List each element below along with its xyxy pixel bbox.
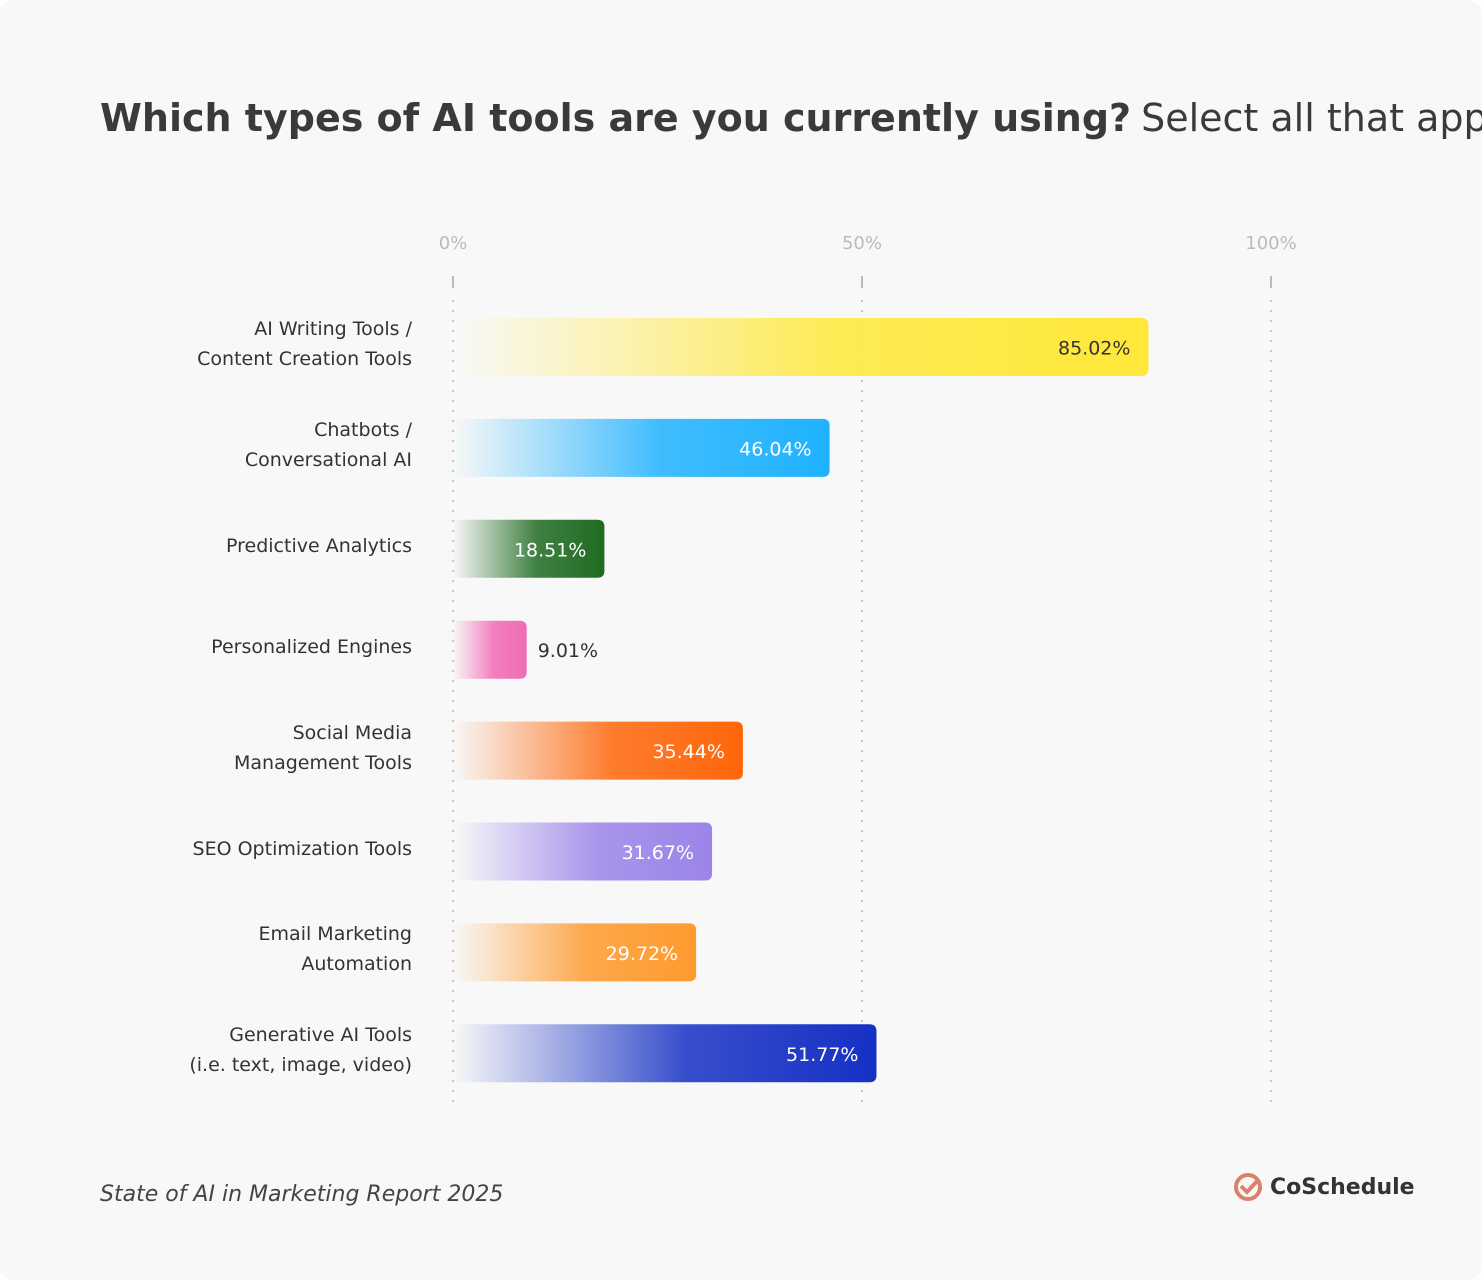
- category-label: Generative AI Tools (i.e. text, image, v…: [189, 1024, 412, 1077]
- x-tick-label: 50%: [842, 233, 882, 254]
- value-label: 46.04%: [739, 438, 811, 460]
- value-label: 31.67%: [622, 842, 694, 864]
- category-label: Predictive Analytics: [226, 534, 412, 557]
- value-label: 51.77%: [786, 1044, 858, 1066]
- source: State of AI in Marketing Report 2025: [100, 1182, 503, 1207]
- brand: CoSchedule: [1270, 1175, 1415, 1200]
- value-label: 18.51%: [514, 539, 586, 561]
- value-label: 35.44%: [652, 741, 724, 763]
- bar: [453, 721, 743, 780]
- bar: [453, 418, 830, 477]
- category-label: Chatbots / Conversational AI: [244, 418, 412, 471]
- x-tick-label: 100%: [1245, 233, 1296, 254]
- logo-check: [1239, 1177, 1261, 1195]
- title: Which types of AI tools are you currentl…: [100, 96, 1131, 140]
- category-label: Personalized Engines: [211, 635, 412, 658]
- category-label: Email Marketing Automation: [258, 923, 412, 976]
- bar: [453, 519, 605, 578]
- bar: [453, 620, 527, 679]
- bar: [453, 1024, 877, 1083]
- category-label: Social Media Management Tools: [233, 721, 412, 774]
- value-label: 29.72%: [606, 943, 678, 965]
- category-label: AI Writing Tools / Content Creation Tool…: [197, 318, 412, 370]
- logo-icon: [1234, 1173, 1262, 1201]
- subtitle: Select all that apply.: [1141, 96, 1482, 140]
- brand-logo: CoSchedule: [1234, 1173, 1415, 1201]
- chart-title: Which types of AI tools are you currentl…: [100, 96, 1482, 140]
- value-label: 85.02%: [1058, 338, 1130, 360]
- bar: [453, 923, 697, 982]
- bar: [453, 318, 1149, 376]
- value-label: 9.01%: [538, 640, 598, 662]
- x-tick-label: 0%: [439, 233, 468, 254]
- bar: [453, 822, 713, 881]
- category-label: SEO Optimization Tools: [192, 837, 412, 860]
